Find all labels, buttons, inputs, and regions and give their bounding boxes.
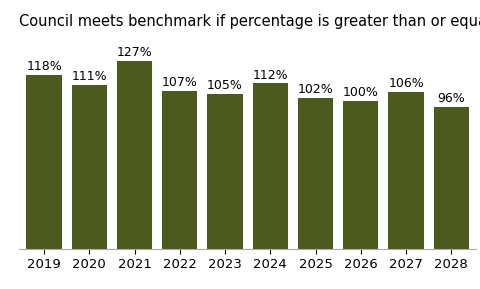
Text: Council meets benchmark if percentage is greater than or equal to 100%: Council meets benchmark if percentage is…: [19, 14, 480, 29]
Text: 107%: 107%: [162, 76, 197, 89]
Bar: [388, 92, 423, 249]
Text: 106%: 106%: [387, 77, 423, 90]
Text: 127%: 127%: [117, 47, 152, 60]
Text: 96%: 96%: [436, 92, 464, 105]
Bar: [342, 101, 378, 249]
Text: 100%: 100%: [342, 86, 378, 99]
Bar: [162, 91, 197, 249]
Bar: [207, 94, 242, 249]
Text: 112%: 112%: [252, 68, 288, 81]
Text: 102%: 102%: [297, 83, 333, 96]
Bar: [26, 75, 61, 249]
Bar: [297, 98, 333, 249]
Bar: [72, 85, 107, 249]
Bar: [117, 61, 152, 249]
Text: 111%: 111%: [72, 70, 107, 83]
Bar: [433, 107, 468, 249]
Text: 105%: 105%: [207, 79, 242, 92]
Text: 118%: 118%: [26, 60, 62, 73]
Bar: [252, 83, 288, 249]
